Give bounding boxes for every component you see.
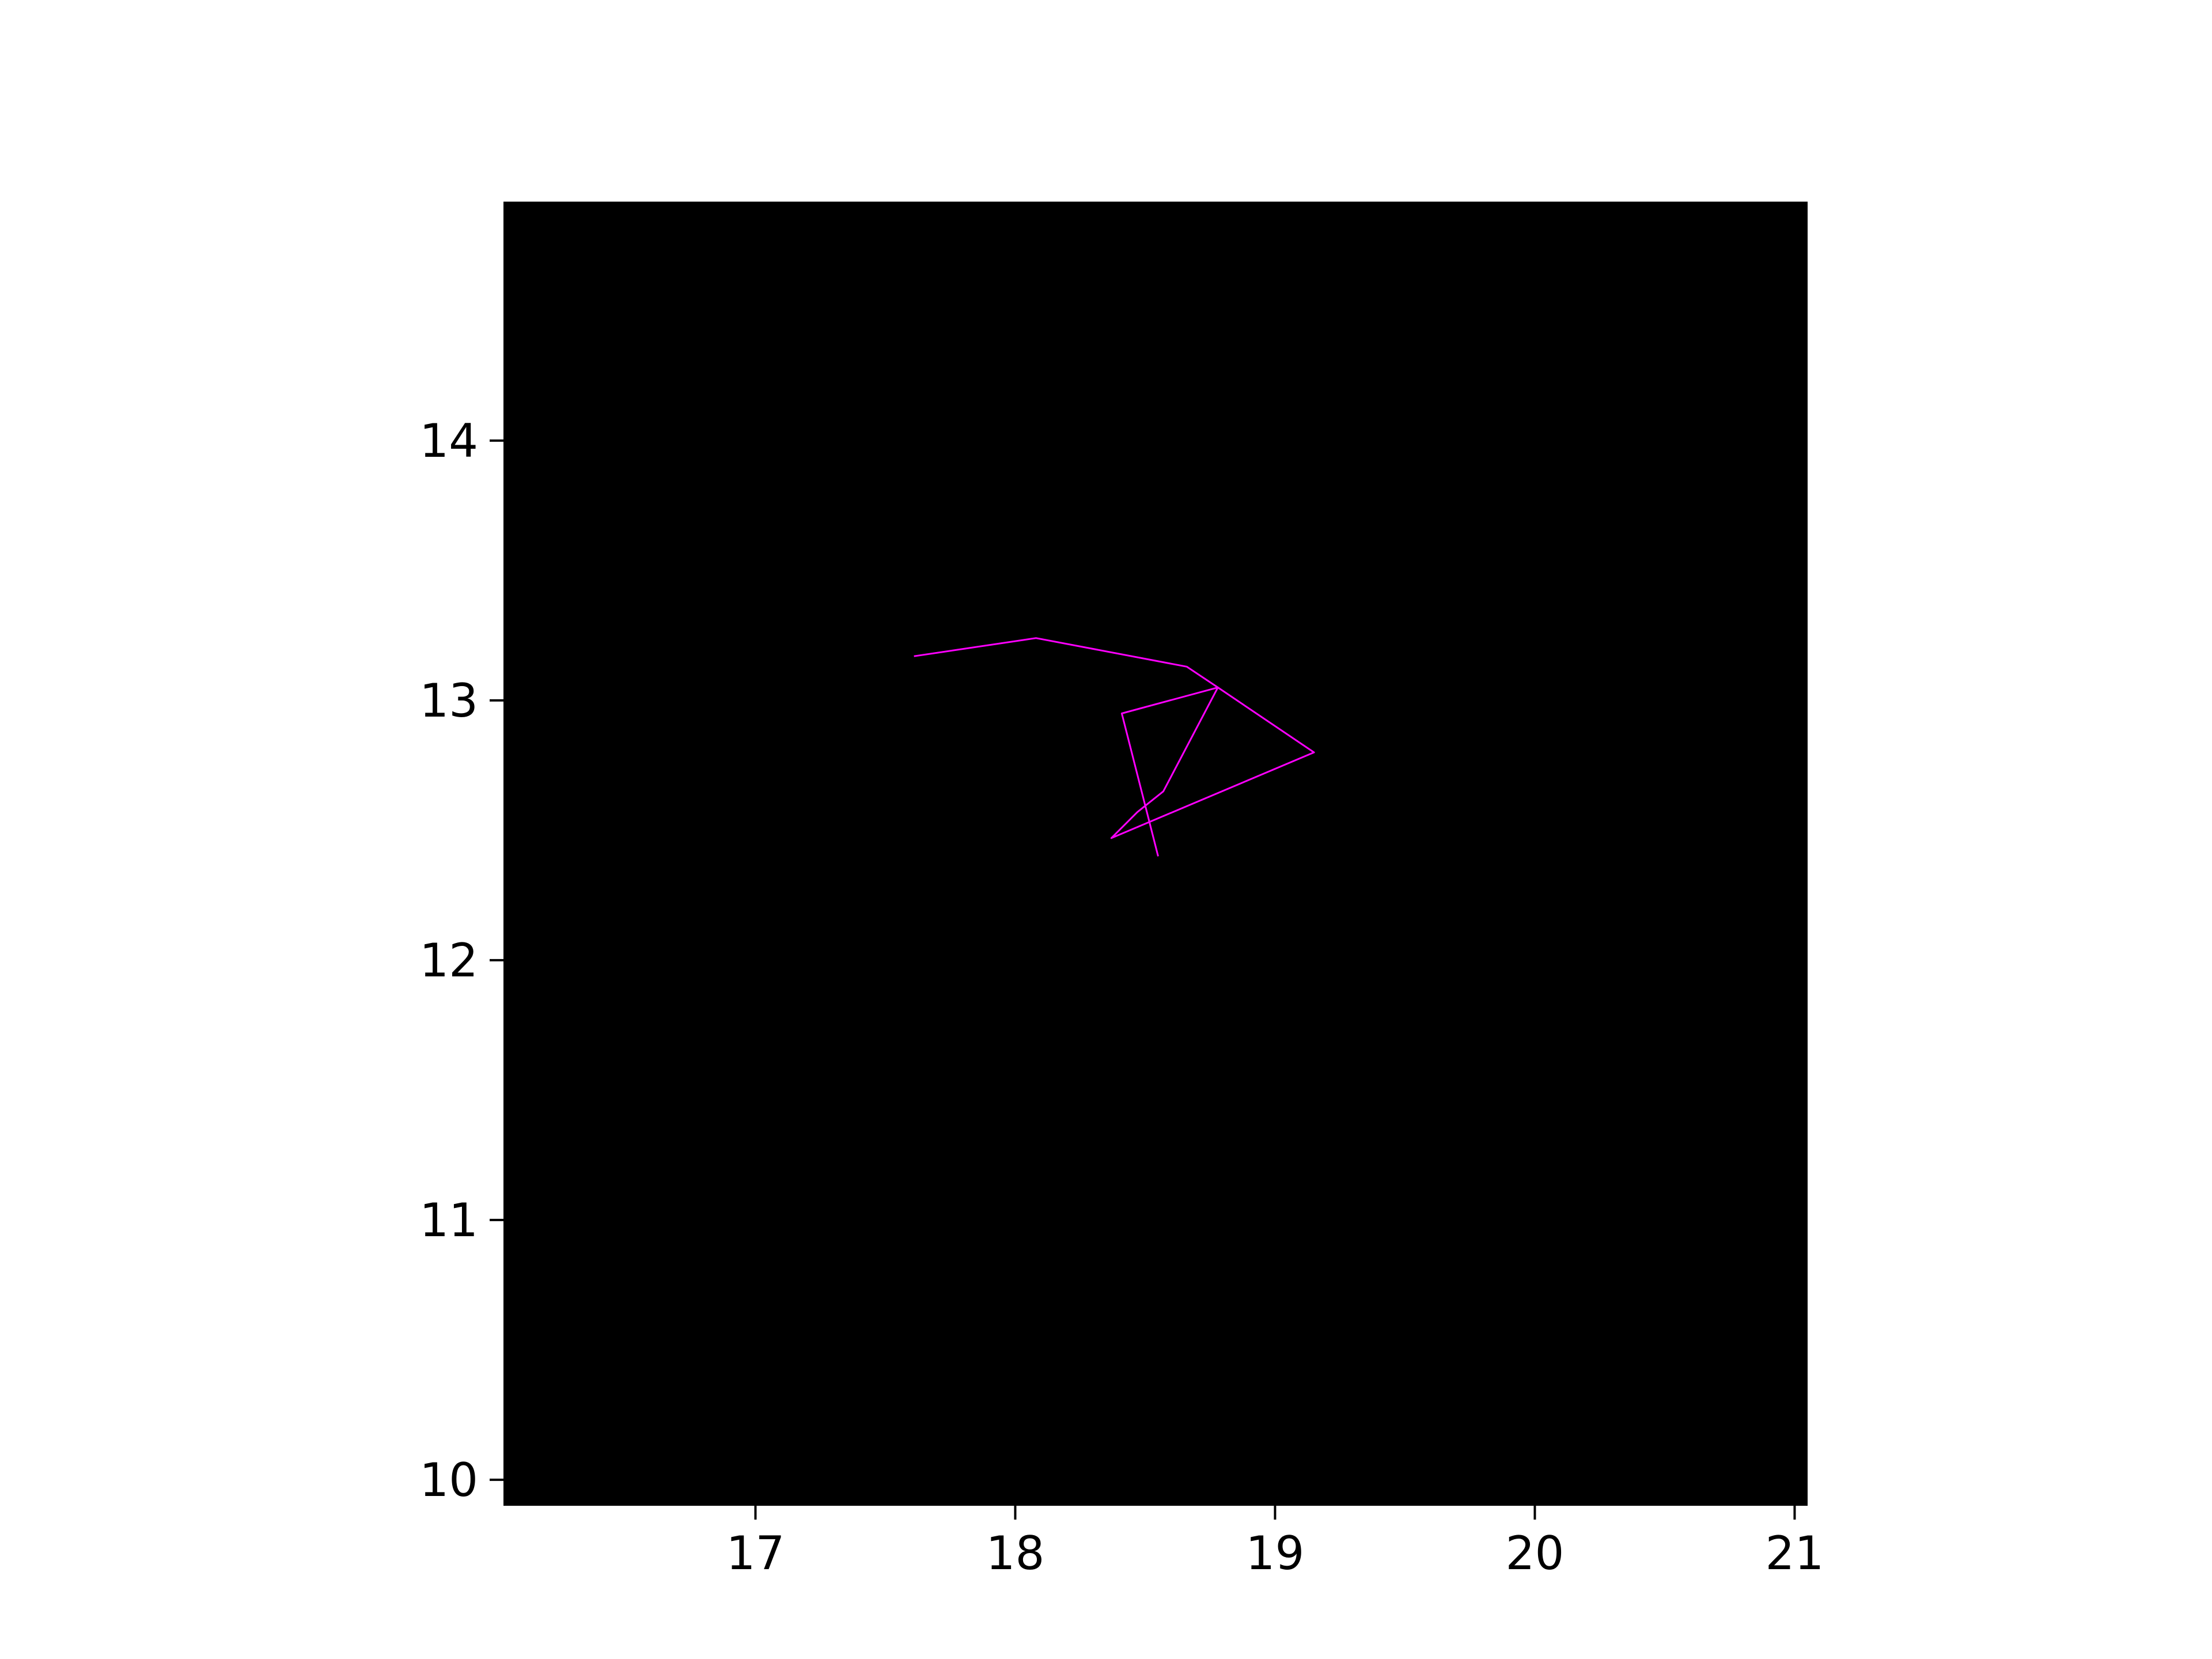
series-layer: [914, 637, 1315, 857]
y-tick-label: 14: [419, 414, 478, 468]
series-line-trajectory-2: [1110, 687, 1315, 839]
x-tick-label: 17: [726, 1527, 785, 1580]
y-tick-label: 12: [419, 934, 478, 987]
x-axis: 17 18 19 20 21: [726, 1506, 1824, 1580]
x-tick-label: 19: [1246, 1527, 1305, 1580]
plot-area: [503, 202, 1808, 1506]
y-tick-label: 11: [419, 1194, 478, 1247]
y-axis: 10 11 12 13 14: [419, 414, 503, 1507]
x-tick-label: 18: [986, 1527, 1045, 1580]
x-tick-label: 21: [1766, 1527, 1824, 1580]
y-tick-label: 13: [419, 674, 478, 728]
x-tick-label: 20: [1506, 1527, 1565, 1580]
y-tick-label: 10: [419, 1453, 478, 1507]
series-line-trajectory: [914, 637, 1219, 857]
